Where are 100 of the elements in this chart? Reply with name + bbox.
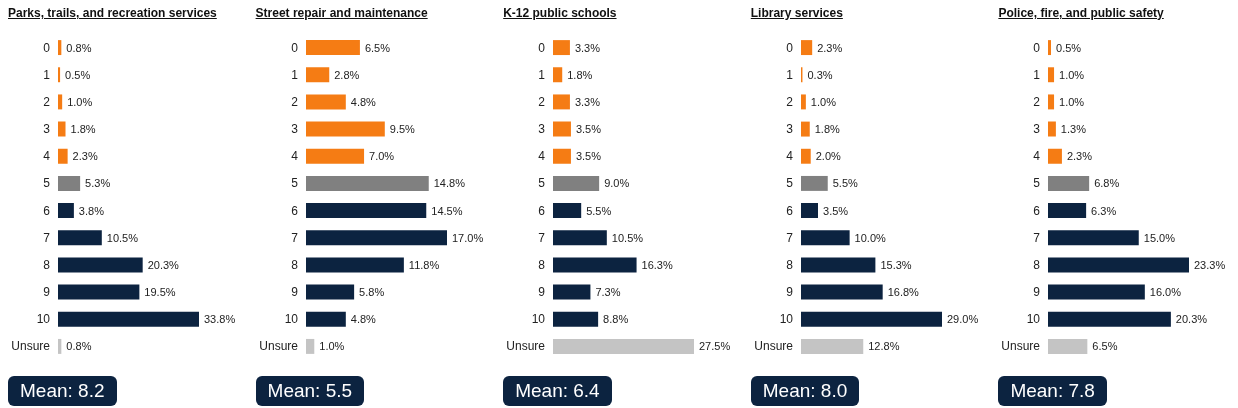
bar	[58, 257, 143, 273]
y-tick-label: Unsure	[11, 339, 51, 354]
bar	[553, 257, 637, 273]
y-tick-label: 0	[786, 40, 794, 55]
data-label: 14.8%	[433, 177, 465, 190]
text: Mean: 8.0	[750, 376, 860, 406]
data-label: 1.8%	[814, 123, 840, 136]
y-tick-label: 0	[538, 40, 546, 55]
y-tick-label: 9	[43, 285, 51, 300]
y-tick-label: 1	[43, 67, 51, 82]
bar	[800, 284, 883, 300]
bar	[553, 175, 600, 191]
bar	[305, 257, 404, 273]
data-label: 0.5%	[65, 68, 91, 81]
y-tick-label: 10	[531, 312, 546, 327]
data-label: 0.8%	[66, 340, 92, 353]
data-label: 9.5%	[389, 123, 415, 136]
data-label: 5.3%	[85, 177, 111, 190]
y-tick-label: 6	[43, 203, 51, 218]
bar	[553, 203, 582, 219]
bar	[1048, 148, 1063, 164]
bar	[553, 148, 572, 164]
bar	[1048, 284, 1146, 300]
bar	[1048, 311, 1172, 327]
bar	[553, 311, 599, 327]
bar	[58, 148, 68, 164]
y-tick-label: 4	[43, 149, 51, 164]
text: Mean: 8.2	[8, 376, 117, 406]
data-label: 19.5%	[144, 286, 176, 299]
y-tick-label: 8	[290, 257, 298, 272]
bar	[553, 121, 572, 137]
data-label: 3.5%	[576, 123, 602, 136]
y-tick-label: 10	[284, 312, 298, 327]
data-label: 1.0%	[1059, 68, 1085, 81]
y-tick-label: 2	[1033, 94, 1041, 109]
data-label: 1.0%	[810, 95, 836, 108]
bar	[800, 203, 818, 219]
chart-title: Street repair and maintenance	[255, 6, 429, 20]
bar	[800, 148, 811, 164]
text: Mean: 5.5	[255, 376, 365, 406]
data-label: 27.5%	[699, 340, 731, 353]
data-label: 17.0%	[451, 231, 483, 244]
y-tick-label: Unsure	[258, 339, 298, 354]
y-tick-label: 7	[1033, 230, 1041, 245]
bar	[58, 121, 66, 137]
y-tick-label: 8	[43, 257, 51, 272]
data-label: 3.8%	[78, 204, 105, 217]
bar	[305, 284, 354, 300]
y-tick-label: 8	[1033, 257, 1041, 272]
data-label: 3.3%	[575, 41, 601, 54]
y-tick-label: 1	[786, 67, 794, 82]
y-tick-label: 3	[43, 122, 51, 137]
chart-title: Police, fire, and public safety	[998, 6, 1165, 20]
bar	[553, 284, 591, 300]
text: Mean: 6.4	[503, 376, 612, 406]
y-tick-label: 4	[538, 149, 546, 164]
data-label: 12.8%	[868, 340, 900, 353]
y-tick-label: 1	[538, 67, 546, 82]
bar	[305, 121, 385, 137]
y-tick-label: 4	[1033, 149, 1041, 164]
bar	[305, 94, 346, 110]
y-tick-label: 8	[786, 257, 794, 272]
data-label: 15.0%	[1144, 231, 1176, 244]
bar	[1048, 230, 1140, 246]
bar	[58, 175, 81, 191]
data-label: 5.5%	[586, 204, 612, 217]
data-label: 4.8%	[350, 95, 376, 108]
y-tick-label: 0	[290, 40, 298, 55]
data-label: 10.0%	[854, 231, 886, 244]
data-label: 16.8%	[887, 286, 919, 299]
y-tick-label: 0	[1033, 40, 1041, 55]
data-label: 29.0%	[946, 313, 979, 326]
y-tick-label: 5	[786, 176, 794, 191]
data-label: 3.5%	[822, 204, 849, 217]
bar	[305, 311, 346, 327]
data-label: 1.0%	[1059, 95, 1085, 108]
data-label: 2.3%	[72, 150, 98, 163]
bar	[58, 338, 62, 354]
data-label: 16.0%	[1150, 286, 1182, 299]
y-tick-label: 6	[290, 203, 298, 218]
data-label: 2.0%	[815, 150, 841, 163]
bar	[58, 40, 62, 56]
y-tick-label: 8	[538, 257, 546, 272]
data-label: 6.5%	[364, 41, 390, 54]
bar	[1048, 175, 1090, 191]
y-tick-label: 1	[1033, 67, 1041, 82]
data-label: 10.5%	[106, 231, 139, 244]
bar	[305, 230, 447, 246]
data-label: 5.8%	[358, 286, 384, 299]
data-label: 1.8%	[70, 123, 96, 136]
bar	[800, 121, 810, 137]
bar	[58, 311, 199, 327]
data-label: 2.8%	[333, 68, 360, 81]
y-tick-label: 3	[786, 122, 794, 137]
data-label: 0.8%	[66, 41, 92, 54]
y-tick-label: 6	[786, 203, 794, 218]
data-label: 0.5%	[1056, 41, 1082, 54]
y-tick-label: 3	[1033, 122, 1041, 137]
data-label: 6.3%	[1091, 204, 1117, 217]
bar	[800, 94, 806, 110]
